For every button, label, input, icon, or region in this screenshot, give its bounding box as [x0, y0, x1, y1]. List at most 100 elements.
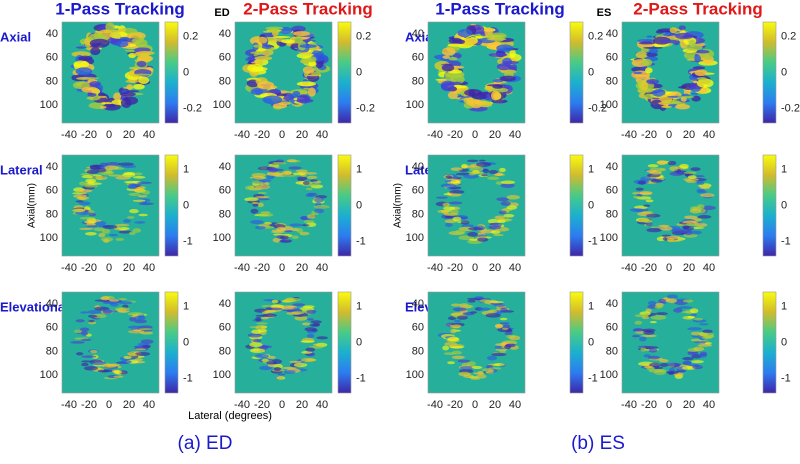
colorbar-tick-label: 1 — [588, 163, 594, 175]
colorbar-tick-label: 1 — [183, 163, 189, 175]
speckle — [302, 66, 315, 74]
colorbar-tick-label: -1 — [356, 235, 366, 247]
speckle — [506, 205, 518, 210]
speckle — [273, 233, 283, 236]
speckle — [453, 307, 467, 312]
speckle — [300, 340, 315, 343]
speckle — [700, 205, 716, 211]
speckle — [87, 92, 97, 97]
speckle — [632, 334, 641, 338]
speckle — [496, 63, 512, 71]
speckle — [668, 367, 676, 372]
speckle — [646, 227, 662, 233]
speckle — [447, 336, 460, 342]
x-tick-label: 0 — [472, 262, 478, 274]
speckle — [634, 320, 643, 325]
x-tick-label: 20 — [683, 262, 695, 274]
speckle — [81, 77, 99, 80]
speckle — [286, 159, 297, 163]
speckle — [501, 327, 509, 330]
speckle — [305, 193, 316, 198]
speckle — [134, 221, 146, 224]
speckle — [103, 310, 118, 313]
speckle — [442, 345, 450, 351]
speckle — [694, 54, 701, 63]
colorbar — [569, 154, 584, 257]
speckle — [257, 202, 264, 208]
speckle — [113, 370, 122, 375]
speckle — [493, 363, 506, 366]
speckle — [101, 364, 117, 368]
x-tick-label: 0 — [666, 262, 672, 274]
colorbar — [569, 21, 584, 124]
speckle — [74, 337, 84, 340]
speckle — [490, 230, 501, 235]
colorbar-tick-label: 0 — [183, 336, 189, 348]
speckle — [78, 201, 91, 206]
speckle — [273, 363, 283, 369]
speckle — [138, 213, 148, 217]
speckle — [250, 51, 267, 55]
speckle — [136, 54, 152, 63]
axes-frame — [427, 291, 526, 394]
speckle — [471, 365, 483, 370]
speckle — [81, 175, 94, 179]
speckle — [86, 225, 99, 228]
speckle — [88, 212, 97, 217]
speckle — [294, 315, 308, 321]
speckle — [682, 220, 697, 224]
x-tick-label: 40 — [509, 129, 521, 141]
y-tick-label: 80 — [412, 75, 424, 87]
speckle — [134, 348, 147, 351]
speckle — [252, 338, 262, 343]
colorbar-tick-label: -1 — [588, 235, 598, 247]
speckle — [648, 355, 660, 360]
speckle — [88, 319, 95, 323]
speckle — [280, 235, 289, 240]
speckle — [81, 362, 89, 367]
speckle — [293, 362, 308, 368]
x-tick-label: 20 — [123, 399, 135, 411]
speckle — [97, 369, 110, 373]
speckle — [83, 366, 99, 371]
speckle — [477, 237, 489, 242]
speckle — [477, 102, 493, 108]
speckle — [261, 316, 269, 320]
speckle — [690, 167, 701, 172]
speckle — [690, 92, 699, 95]
x-tick-label: -20 — [447, 399, 463, 411]
speckle — [303, 220, 315, 224]
colorbar-tick-label: 0 — [356, 66, 362, 78]
speckle — [504, 331, 513, 336]
y-tick-label: 40 — [412, 298, 424, 310]
speckle — [699, 323, 709, 326]
speckle — [120, 97, 132, 108]
header: 2-Pass Tracking — [243, 0, 372, 18]
y-tick-label: 100 — [213, 232, 231, 244]
speckle — [81, 86, 98, 93]
speckle — [656, 236, 666, 242]
speckle — [256, 198, 270, 201]
speckle — [687, 315, 696, 319]
x-tick-label: 0 — [106, 262, 112, 274]
speckle — [647, 300, 657, 306]
speckle — [499, 167, 506, 173]
axes-frame — [61, 154, 160, 257]
speckle — [300, 358, 316, 362]
speckle — [307, 318, 314, 321]
speckle — [285, 297, 301, 302]
colorbar — [164, 21, 179, 124]
speckle — [669, 171, 685, 176]
y-tick-label: 40 — [46, 298, 58, 310]
speckle — [495, 172, 504, 177]
speckle — [120, 165, 137, 168]
speckle — [266, 361, 277, 365]
speckle — [308, 61, 317, 67]
speckle — [296, 98, 314, 103]
speckle — [648, 348, 658, 353]
speckle — [502, 60, 519, 65]
speckle — [75, 46, 87, 49]
speckle — [677, 96, 695, 99]
speckle — [696, 204, 705, 210]
speckle — [474, 296, 484, 299]
